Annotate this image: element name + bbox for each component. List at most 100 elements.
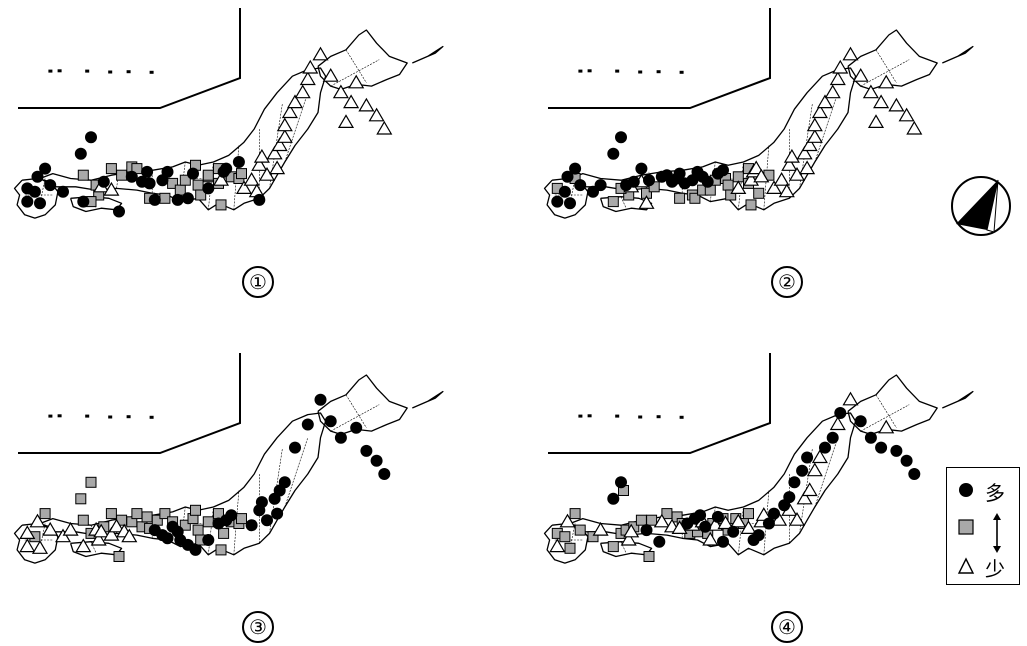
marker-few [623, 523, 640, 538]
inset-island [108, 70, 113, 74]
marker-many [908, 468, 921, 480]
marker-middle [131, 508, 143, 520]
marker-middle [159, 508, 171, 520]
shaded-square-icon [958, 519, 974, 535]
marker-few [811, 449, 828, 464]
coastline-hokkaido [317, 29, 408, 91]
marker-few [281, 104, 298, 119]
marker-few [620, 531, 637, 546]
open-triangle-icon [957, 557, 975, 574]
inset-island [679, 415, 684, 419]
marker-few [549, 538, 566, 553]
inset-island [48, 69, 53, 73]
marker-many [225, 509, 238, 522]
inset-island [656, 415, 661, 419]
marker-many [261, 514, 273, 527]
marker-few [773, 172, 790, 186]
marker-many [826, 431, 839, 444]
marker-few [376, 120, 393, 135]
marker-many [44, 179, 57, 192]
marker-many [136, 175, 148, 188]
marker-few [748, 160, 765, 175]
marker-few [852, 68, 869, 82]
marker-many [694, 509, 707, 522]
map-panel-3 [0, 345, 500, 585]
coastline-islands [412, 390, 444, 409]
marker-few [332, 84, 349, 99]
marker-many [245, 519, 258, 532]
marker-few [235, 180, 253, 194]
marker-middle [236, 513, 247, 525]
marker-many [900, 454, 913, 467]
marker-middle [190, 504, 201, 516]
coastline-hokkaido [847, 374, 938, 436]
marker-few [19, 525, 36, 539]
double-arrow-vertical-icon [993, 513, 1001, 553]
marker-few [358, 97, 375, 112]
marker-many [85, 131, 97, 144]
marker-many [558, 185, 571, 198]
marker-few [717, 515, 734, 530]
japan-map [543, 8, 974, 219]
marker-few [103, 181, 120, 196]
legend-row-middle [947, 513, 1019, 553]
marker-few [842, 46, 859, 61]
inset-island [679, 70, 684, 74]
marker-few [31, 540, 49, 554]
marker-few [302, 59, 319, 74]
inset-island [638, 70, 643, 74]
marker-few [253, 148, 270, 163]
marker-many [31, 170, 44, 183]
marker-middle [646, 514, 658, 526]
marker-many [701, 175, 714, 188]
marker-middle [141, 511, 153, 523]
panel-label-1: ① [242, 266, 274, 298]
marker-many [635, 162, 648, 175]
marker-few [862, 84, 879, 99]
marker-many [875, 441, 888, 454]
marker-many [360, 444, 373, 457]
marker-few [653, 513, 670, 528]
marker-many [21, 195, 34, 208]
marker-middle [635, 514, 647, 526]
panel-label-2: ② [771, 266, 803, 298]
marker-middle [559, 531, 571, 543]
prefecture-border [738, 506, 744, 555]
marker-few [266, 145, 283, 160]
marker-few [811, 104, 828, 119]
inset-island [656, 70, 661, 74]
marker-many [643, 174, 655, 187]
marker-many [801, 451, 814, 464]
inset-island [587, 69, 592, 73]
marker-few [294, 84, 311, 99]
marker-many [39, 162, 52, 175]
prefecture-border [860, 59, 910, 87]
marker-many [202, 534, 215, 546]
prefecture-border [620, 196, 627, 209]
legend-row-many: 多 [947, 476, 1019, 505]
marker-many [350, 421, 363, 434]
marker-few [816, 94, 834, 109]
panel-label-3: ③ [242, 611, 274, 643]
marker-middle [574, 524, 586, 536]
marker-middle [722, 179, 734, 191]
marker-middle [569, 508, 581, 520]
marker-many [768, 507, 780, 520]
marker-many [615, 476, 627, 489]
panel-label-4: ④ [771, 611, 803, 643]
prefecture-border [284, 92, 309, 163]
legend-row-few: 少 [947, 552, 1019, 581]
marker-middle [745, 199, 757, 211]
marker-middle [131, 163, 143, 175]
marker-many [141, 165, 154, 178]
marker-few [755, 507, 772, 521]
marker-middle [607, 196, 619, 208]
marker-many [607, 147, 620, 160]
marker-few [243, 172, 260, 186]
inset-frame [18, 353, 241, 454]
marker-few [765, 180, 783, 194]
marker-many [854, 415, 867, 428]
inset-frame [548, 8, 771, 109]
marker-few [740, 520, 757, 534]
